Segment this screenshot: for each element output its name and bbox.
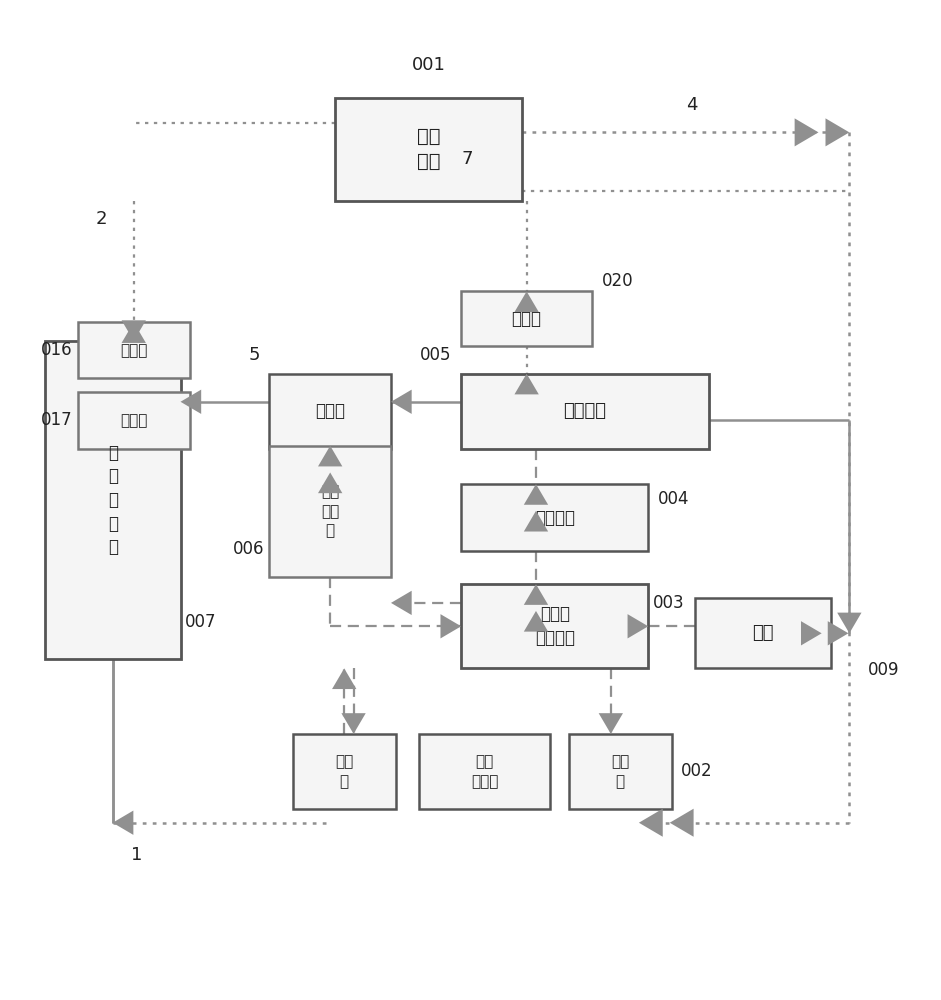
- Polygon shape: [828, 621, 849, 645]
- Polygon shape: [524, 611, 549, 632]
- Text: 004: 004: [658, 490, 689, 508]
- Text: 缸体水套: 缸体水套: [534, 509, 575, 527]
- Polygon shape: [628, 614, 648, 638]
- Text: 4: 4: [686, 96, 697, 114]
- Polygon shape: [391, 591, 411, 615]
- FancyBboxPatch shape: [293, 734, 395, 809]
- FancyBboxPatch shape: [695, 598, 831, 668]
- Text: 出水口: 出水口: [315, 402, 345, 420]
- Text: 007: 007: [185, 613, 216, 631]
- FancyBboxPatch shape: [77, 392, 190, 449]
- Polygon shape: [113, 811, 134, 835]
- Text: 主阀
门: 主阀 门: [335, 754, 353, 789]
- Text: 单向阀: 单向阀: [120, 343, 148, 358]
- Polygon shape: [332, 668, 357, 689]
- Polygon shape: [318, 446, 343, 466]
- Text: 017: 017: [41, 411, 73, 429]
- FancyBboxPatch shape: [568, 734, 672, 809]
- Polygon shape: [318, 472, 343, 493]
- FancyBboxPatch shape: [77, 322, 190, 378]
- Text: 暖风: 暖风: [752, 624, 774, 642]
- Text: 节流阀: 节流阀: [512, 310, 542, 328]
- Text: 005: 005: [421, 346, 452, 364]
- Polygon shape: [825, 118, 850, 146]
- Text: 节流阀: 节流阀: [120, 413, 148, 428]
- Polygon shape: [670, 809, 694, 837]
- Text: 001: 001: [411, 56, 445, 74]
- Text: 009: 009: [868, 661, 900, 679]
- FancyBboxPatch shape: [461, 291, 592, 346]
- Text: 020: 020: [601, 272, 633, 290]
- Text: 2: 2: [95, 210, 106, 228]
- Polygon shape: [794, 118, 819, 146]
- Text: 副阀
门: 副阀 门: [611, 754, 630, 789]
- Text: 1: 1: [132, 846, 143, 864]
- FancyBboxPatch shape: [269, 446, 391, 577]
- Polygon shape: [639, 809, 662, 837]
- Text: 机油
冷却
器: 机油 冷却 器: [321, 484, 340, 539]
- Text: 电子
节温器: 电子 节温器: [470, 754, 498, 789]
- Text: 5: 5: [248, 346, 260, 364]
- Text: 7: 7: [461, 150, 472, 168]
- Polygon shape: [391, 390, 411, 414]
- FancyBboxPatch shape: [45, 341, 181, 659]
- FancyBboxPatch shape: [419, 734, 550, 809]
- Text: 缸盖水套: 缸盖水套: [564, 402, 607, 420]
- Polygon shape: [121, 320, 146, 341]
- FancyBboxPatch shape: [461, 584, 648, 668]
- Polygon shape: [524, 484, 549, 505]
- FancyBboxPatch shape: [335, 98, 522, 201]
- Text: 016: 016: [41, 341, 73, 359]
- FancyBboxPatch shape: [461, 374, 709, 449]
- Text: 003: 003: [653, 594, 684, 612]
- Polygon shape: [181, 390, 201, 414]
- Polygon shape: [121, 322, 146, 343]
- Polygon shape: [801, 621, 821, 645]
- Polygon shape: [515, 291, 539, 312]
- Polygon shape: [837, 613, 862, 633]
- Polygon shape: [524, 584, 549, 605]
- Text: 高
温
散
热
器: 高 温 散 热 器: [107, 444, 118, 556]
- Polygon shape: [524, 511, 549, 532]
- Text: 膨胀
水笩: 膨胀 水笩: [417, 127, 440, 171]
- Polygon shape: [515, 374, 539, 394]
- Polygon shape: [598, 713, 623, 734]
- Polygon shape: [440, 614, 461, 638]
- FancyBboxPatch shape: [461, 484, 648, 551]
- Text: 006: 006: [233, 540, 264, 558]
- FancyBboxPatch shape: [269, 374, 391, 449]
- Polygon shape: [342, 713, 366, 734]
- Text: 开关式
机械水泵: 开关式 机械水泵: [534, 605, 575, 647]
- Text: 002: 002: [681, 762, 712, 780]
